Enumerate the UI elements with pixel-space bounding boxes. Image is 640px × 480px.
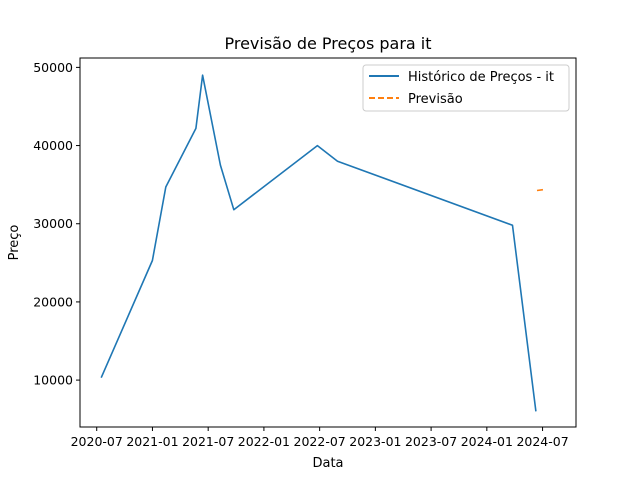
x-tick-label: 2023-01 (349, 434, 401, 449)
x-tick-label: 2021-07 (182, 434, 234, 449)
x-axis: 2020-07 2021-01 2021-07 2022-01 2022-07 2023-… (71, 427, 569, 449)
legend-label-previsao: Previsão (408, 92, 463, 107)
x-tick-label: 2024-07 (516, 434, 568, 449)
x-tick-label: 2021-01 (126, 434, 178, 449)
legend-box (362, 64, 570, 112)
y-axis: 10000 20000 30000 40000 50000 (33, 60, 80, 388)
chart-title: Previsão de Preços para it (224, 34, 431, 53)
x-tick-label: 2020-07 (71, 434, 123, 449)
y-tick-label: 50000 (33, 60, 73, 75)
axes-frame (79, 57, 577, 428)
y-axis-label: Preço (7, 225, 22, 261)
series-line-historico (100, 74, 537, 412)
x-tick-label: 2022-07 (294, 434, 346, 449)
x-tick-label: 2022-01 (238, 434, 290, 449)
x-tick-label: 2024-01 (461, 434, 513, 449)
y-tick-label: 10000 (33, 373, 73, 388)
y-tick-label: 40000 (33, 138, 73, 153)
y-tick-label: 20000 (33, 294, 73, 309)
x-tick-label: 2023-07 (405, 434, 457, 449)
series-line-previsao (536, 188, 547, 192)
legend: Histórico de Preços - it Previsão (362, 64, 570, 112)
plot-area (100, 74, 547, 412)
x-axis-label: Data (312, 456, 343, 471)
y-tick-label: 30000 (33, 216, 73, 231)
legend-label-historico: Histórico de Preços - it (408, 70, 554, 85)
